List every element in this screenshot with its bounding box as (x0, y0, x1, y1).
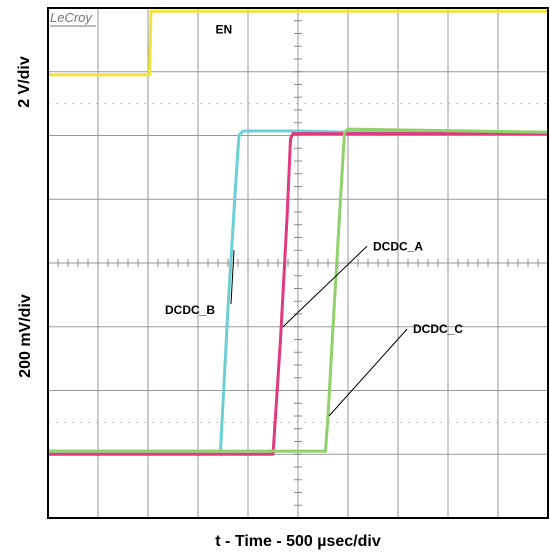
trace-en (48, 9, 548, 77)
callout-label-dcdc-c: DCDC_C (413, 322, 463, 336)
x-axis-label: t - Time - 500 µsec/div (215, 533, 381, 550)
plot-border (47, 7, 549, 519)
callout-line-dcdc-a (282, 245, 368, 328)
callout-line-dcdc-b (230, 250, 235, 305)
callout-line-dcdc-c (328, 328, 408, 417)
trace-dcdc-b (48, 129, 548, 453)
callout-label-dcdc-b: DCDC_B (165, 303, 215, 317)
series-label-en: EN (216, 23, 233, 37)
y-axis-label-bottom: 200 mV/div (17, 294, 34, 378)
trace-dcdc-c (48, 127, 549, 453)
instrument-logo: LeCroy (50, 10, 93, 25)
annotations: EN DCDC_A DCDC_B DCDC_C (165, 23, 463, 417)
traces (48, 9, 549, 456)
callout-label-dcdc-a: DCDC_A (373, 239, 423, 253)
y-axis-label-top: 2 V/div (16, 56, 33, 108)
grid (47, 7, 549, 519)
trace-dcdc-a (48, 132, 548, 456)
